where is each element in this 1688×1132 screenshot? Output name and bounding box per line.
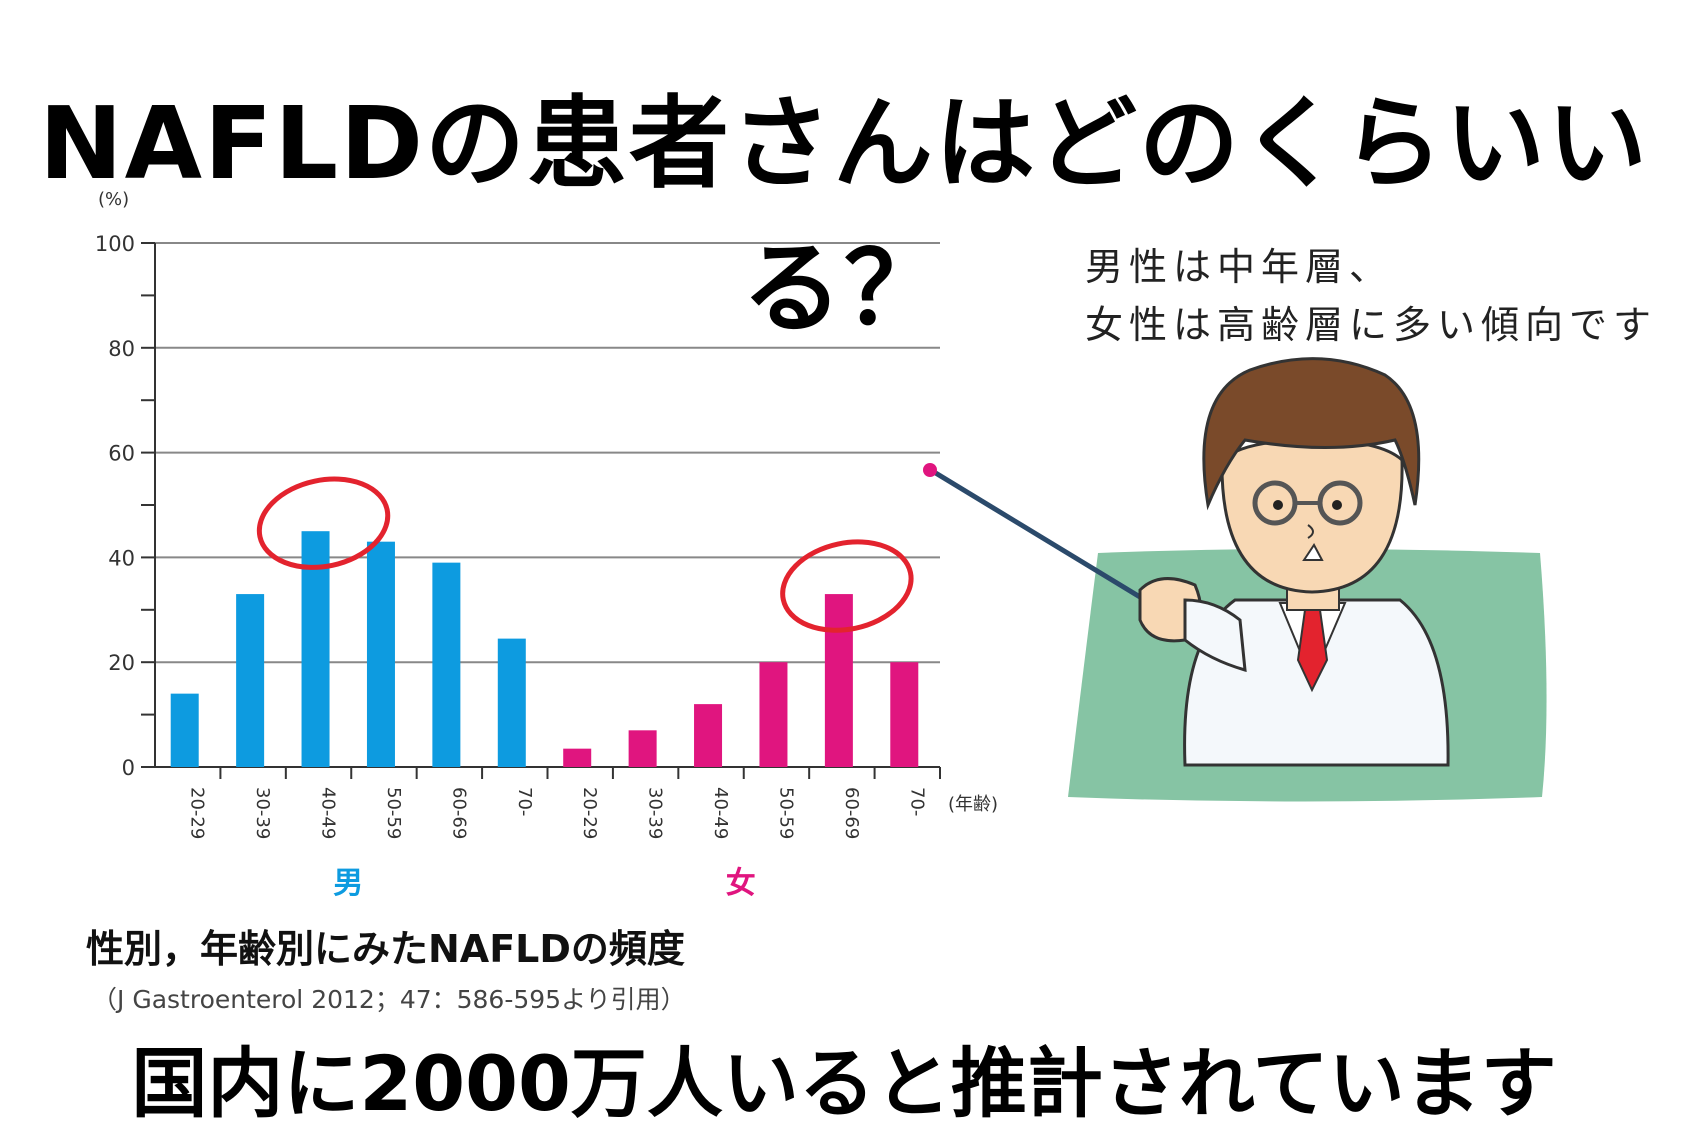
x-tick-label: 30-39 <box>252 787 273 839</box>
x-tick-label: 50-59 <box>383 787 404 839</box>
group-label: 男 <box>333 866 363 901</box>
y-tick-label: 80 <box>108 337 135 361</box>
mouth <box>1302 543 1324 561</box>
chart-caption-title: 性別，年齢別にみたNAFLDの頻度 <box>86 927 685 971</box>
chart-caption-source: （J Gastroenterol 2012；47：586-595より引用） <box>92 985 686 1014</box>
bar <box>628 730 657 767</box>
x-axis-unit: (年齢) <box>948 794 998 815</box>
x-tick-label: 60-69 <box>841 787 862 839</box>
y-tick-label: 100 <box>95 232 135 256</box>
speech-text: 男性は中年層、 女性は高齢層に多い傾向です <box>1085 238 1657 354</box>
bar <box>824 594 853 767</box>
eye-right <box>1332 500 1342 510</box>
x-tick-label: 30-39 <box>645 787 666 839</box>
highlight-circle <box>780 539 914 633</box>
speech-line-2: 女性は高齢層に多い傾向です <box>1085 303 1658 347</box>
x-tick-label: 70- <box>906 787 927 816</box>
bars <box>170 531 919 767</box>
bar <box>170 693 199 767</box>
pointer-tip <box>923 463 937 477</box>
x-tick-label: 20-29 <box>579 787 600 839</box>
x-tick-label: 70- <box>514 787 535 816</box>
y-tick-label: 20 <box>108 651 135 675</box>
pointer-stick <box>932 469 1142 600</box>
gridlines <box>155 242 940 664</box>
group-label: 女 <box>726 866 756 901</box>
x-tick-label: 40-49 <box>710 787 731 839</box>
x-tick-label: 60-69 <box>448 787 469 839</box>
arm-sleeve <box>1183 598 1247 673</box>
bar <box>759 662 788 767</box>
bar <box>497 638 526 767</box>
bar <box>301 531 330 767</box>
bar <box>694 704 723 767</box>
bottom-summary: 国内に2000万人いると推計されています <box>131 1039 1557 1128</box>
bar <box>890 662 919 767</box>
page-title: NAFLDの患者さんはどのくらいいる？ <box>38 85 1650 347</box>
y-tick-label: 0 <box>122 756 135 780</box>
bar <box>563 748 592 767</box>
axes <box>141 242 941 779</box>
highlight-circles <box>256 476 914 633</box>
y-tick-label: 40 <box>108 546 135 570</box>
y-axis-unit: (%) <box>98 189 129 210</box>
y-tick-label: 60 <box>108 442 135 466</box>
bar <box>366 541 395 767</box>
doctor-illustration <box>923 357 1547 802</box>
x-tick-label: 50-59 <box>775 787 796 839</box>
highlight-circle <box>256 476 391 570</box>
x-tick-label: 20-29 <box>187 787 208 839</box>
bar <box>236 594 265 767</box>
eye-left <box>1273 500 1283 510</box>
nose <box>1307 524 1314 539</box>
tick-labels: 0 20 40 60 80 100 (%) (年齢) 20-29 30-39 40-49 50-59 6… <box>95 189 998 901</box>
x-tick-label: 40-49 <box>318 787 339 839</box>
hair <box>1202 357 1421 511</box>
speech-line-1: 男性は中年層、 <box>1085 245 1394 289</box>
bar <box>432 562 461 767</box>
